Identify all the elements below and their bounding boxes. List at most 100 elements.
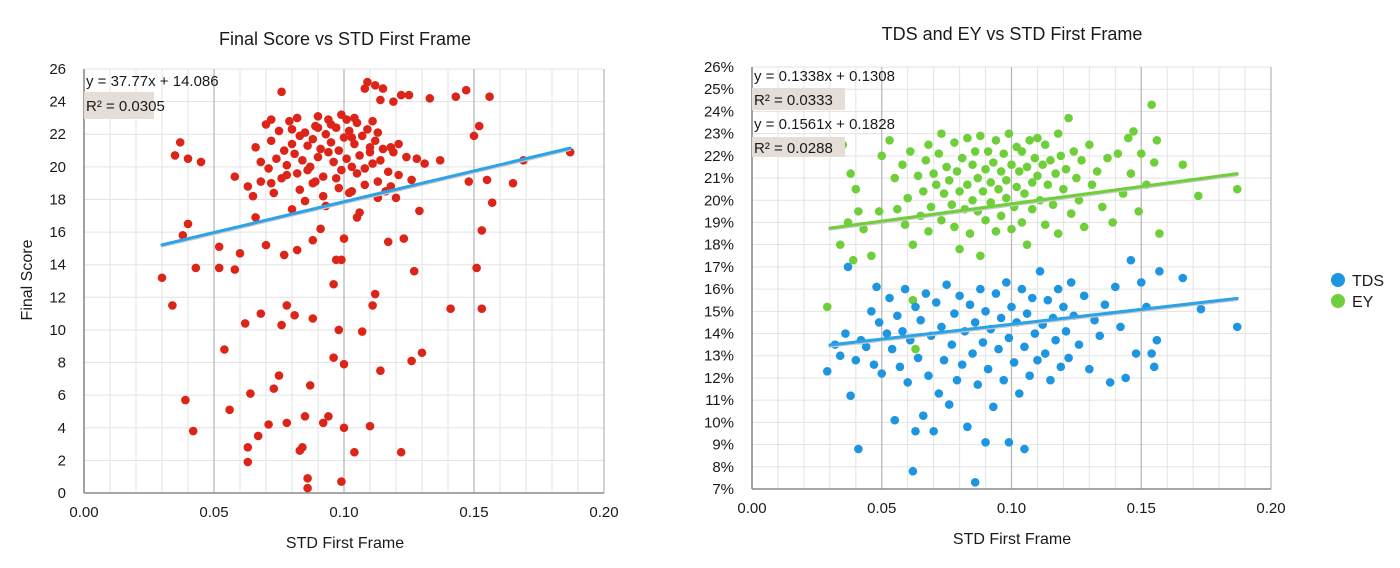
ey-point xyxy=(978,187,988,196)
tds-point xyxy=(952,375,962,385)
ey-point xyxy=(1053,229,1063,238)
tds-point xyxy=(911,426,920,436)
left-chart: Final Score vs STD First Frame 024681012… xyxy=(19,29,619,552)
tds-point xyxy=(1004,438,1014,447)
y-tick-label: 16 xyxy=(49,224,66,241)
tds-point xyxy=(976,284,985,294)
score-point xyxy=(451,92,461,102)
score-point xyxy=(420,159,429,168)
score-point xyxy=(214,263,224,273)
tds-point xyxy=(877,369,887,378)
score-point xyxy=(373,128,383,137)
score-point xyxy=(402,152,411,162)
score-point xyxy=(352,169,362,178)
ey-point xyxy=(913,171,923,181)
score-point xyxy=(300,196,310,206)
tds-point xyxy=(965,300,975,309)
tds-point xyxy=(916,315,925,325)
score-point xyxy=(256,157,266,167)
score-point xyxy=(266,178,276,188)
tds-point xyxy=(970,318,980,327)
score-point xyxy=(256,177,266,186)
x-tick-label: 0.00 xyxy=(737,500,766,517)
y-tick-label: 26% xyxy=(704,59,734,76)
score-point xyxy=(191,263,201,273)
score-point xyxy=(337,110,346,119)
score-point xyxy=(178,231,188,240)
ey-point xyxy=(994,184,1003,194)
score-point xyxy=(298,156,307,165)
tds-point xyxy=(1105,378,1115,387)
y-tick-label: 24% xyxy=(704,103,734,120)
score-point xyxy=(485,92,494,102)
tds-point xyxy=(963,422,972,432)
ey-point xyxy=(1040,220,1050,229)
score-point xyxy=(318,418,328,428)
tds-point xyxy=(931,298,941,307)
tds-point xyxy=(867,307,876,316)
tds-point xyxy=(1056,362,1066,372)
y-tick-label: 26 xyxy=(49,61,66,78)
tds-point xyxy=(950,309,959,318)
score-point xyxy=(246,389,255,398)
score-point xyxy=(308,314,318,323)
y-tick-label: 7% xyxy=(712,481,734,498)
tds-point xyxy=(1009,358,1019,367)
ey-point xyxy=(1030,153,1040,163)
score-point xyxy=(303,474,312,483)
y-tick-label: 25% xyxy=(704,81,734,98)
ey-point xyxy=(1017,147,1027,156)
score-point xyxy=(316,144,325,154)
score-point xyxy=(487,198,497,208)
score-point xyxy=(391,193,401,203)
ey-point xyxy=(1007,160,1016,170)
tds-point xyxy=(872,282,881,292)
tds-point xyxy=(1090,315,1099,325)
ey-point xyxy=(1033,171,1042,181)
score-point xyxy=(318,172,328,181)
left-x-ticks: 0.00 0.05 0.10 0.15 0.20 xyxy=(69,504,618,521)
score-point xyxy=(404,90,414,100)
score-point xyxy=(394,139,403,149)
score-point xyxy=(342,154,351,163)
tds-point xyxy=(898,327,907,336)
tds-point xyxy=(978,338,988,347)
y-tick-label: 24 xyxy=(49,94,66,111)
tds-point xyxy=(1064,353,1073,363)
ey-point xyxy=(1098,202,1107,212)
y-tick-label: 8 xyxy=(58,355,66,372)
score-point xyxy=(170,151,180,160)
ey-point xyxy=(1017,218,1027,227)
score-point xyxy=(313,111,323,121)
score-point xyxy=(282,170,292,180)
score-point xyxy=(339,359,349,369)
x-tick-label: 0.15 xyxy=(459,504,488,521)
ey-point xyxy=(903,193,912,203)
y-tick-label: 18% xyxy=(704,237,734,254)
ey-point xyxy=(898,160,907,170)
tds-point xyxy=(903,378,912,387)
y-tick-label: 10 xyxy=(49,322,66,339)
ey-point xyxy=(1079,222,1089,232)
score-point xyxy=(399,234,409,243)
tds-point xyxy=(1116,322,1125,332)
score-point xyxy=(360,84,370,93)
score-point xyxy=(329,157,338,167)
score-point xyxy=(339,234,349,243)
score-point xyxy=(339,423,349,433)
tds-point xyxy=(908,466,918,476)
y-tick-label: 2 xyxy=(58,452,66,469)
ey-point xyxy=(1007,224,1016,234)
score-point xyxy=(318,191,328,201)
score-point xyxy=(357,327,367,336)
ey-point xyxy=(1022,240,1032,249)
tds-point xyxy=(970,478,980,487)
ey-point xyxy=(911,344,920,354)
score-trendline xyxy=(160,146,572,247)
score-point xyxy=(409,266,419,276)
score-point xyxy=(347,133,357,142)
tds-point xyxy=(851,355,861,365)
ey-point xyxy=(890,173,900,183)
